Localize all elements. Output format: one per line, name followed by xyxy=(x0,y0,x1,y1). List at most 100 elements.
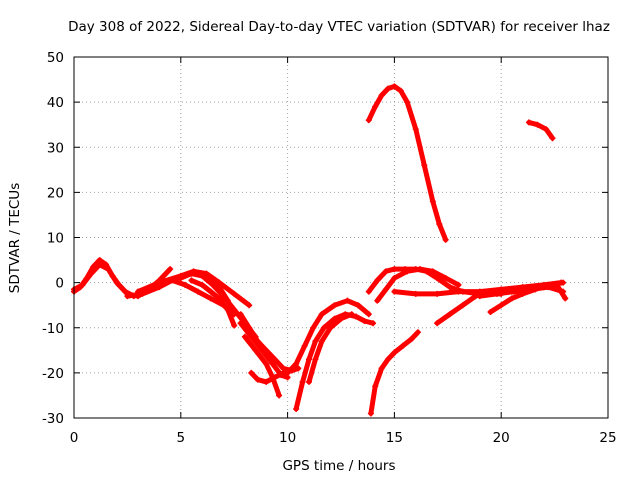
data-point xyxy=(182,281,189,288)
series-line xyxy=(248,370,286,385)
series-line xyxy=(71,262,137,299)
data-point xyxy=(391,266,398,273)
data-point xyxy=(258,347,265,354)
data-point xyxy=(442,275,449,282)
data-point xyxy=(312,338,319,345)
data-point xyxy=(487,308,494,315)
data-point xyxy=(372,383,379,390)
data-point xyxy=(397,87,404,94)
data-point xyxy=(391,83,398,90)
x-tick-label: 15 xyxy=(386,430,403,446)
data-point xyxy=(404,99,411,106)
series-line xyxy=(366,83,449,243)
data-point xyxy=(301,342,308,349)
data-point xyxy=(493,290,500,297)
data-point xyxy=(417,266,424,273)
data-point xyxy=(188,277,195,284)
data-point xyxy=(167,266,174,273)
data-point xyxy=(370,320,377,327)
data-point xyxy=(209,281,216,288)
data-point xyxy=(331,315,338,322)
x-axis-label: GPS time / hours xyxy=(282,458,395,474)
data-point xyxy=(525,119,532,126)
data-point xyxy=(391,349,398,356)
data-point xyxy=(295,365,302,372)
data-point xyxy=(543,126,550,133)
data-series xyxy=(71,83,569,417)
data-point xyxy=(434,290,441,297)
data-point xyxy=(276,392,283,399)
data-point xyxy=(384,356,391,363)
data-point xyxy=(237,320,244,327)
data-point xyxy=(446,311,453,318)
data-point xyxy=(271,374,278,381)
data-point xyxy=(553,281,560,288)
series-arc-dip-4 xyxy=(248,369,287,385)
data-point xyxy=(367,410,374,417)
data-point xyxy=(194,288,201,295)
series-arc-lower xyxy=(367,329,421,417)
data-point xyxy=(374,297,381,304)
data-point xyxy=(498,302,505,309)
y-tick-label: 40 xyxy=(47,95,64,111)
series-line xyxy=(368,329,421,416)
data-point xyxy=(241,333,248,340)
series-line xyxy=(306,311,355,385)
series-line xyxy=(526,119,555,141)
data-point xyxy=(231,322,238,329)
data-point xyxy=(446,284,453,291)
data-point xyxy=(549,135,556,142)
data-point xyxy=(310,324,317,331)
data-point xyxy=(135,288,142,295)
data-point xyxy=(391,275,398,282)
x-tick-label: 5 xyxy=(177,430,186,446)
data-point xyxy=(105,266,112,273)
data-point xyxy=(412,126,419,133)
data-point xyxy=(562,295,569,302)
data-point xyxy=(216,295,223,302)
data-point xyxy=(382,268,389,275)
data-point xyxy=(352,313,359,320)
data-point xyxy=(224,306,231,313)
data-point xyxy=(299,378,306,385)
series-arc-rise-3 xyxy=(305,311,355,385)
x-tick-label: 0 xyxy=(70,430,79,446)
data-point xyxy=(207,288,214,295)
y-tick-label: -10 xyxy=(42,321,64,337)
data-point xyxy=(263,360,270,367)
data-point xyxy=(269,360,276,367)
data-point xyxy=(434,320,441,327)
series-arc-upper xyxy=(365,83,449,243)
chart-title: Day 308 of 2022, Sidereal Day-to-day VTE… xyxy=(68,19,610,35)
data-point xyxy=(327,324,334,331)
data-point xyxy=(169,277,176,284)
series-arc-early-7 xyxy=(188,277,238,329)
data-point xyxy=(429,268,436,275)
data-point xyxy=(523,286,530,293)
data-point xyxy=(318,311,325,318)
data-point xyxy=(305,378,312,385)
data-point xyxy=(455,281,462,288)
data-point xyxy=(156,279,163,286)
y-tick-label: 10 xyxy=(47,231,64,247)
data-point xyxy=(429,198,436,205)
data-point xyxy=(404,268,411,275)
series-arc-late-7 xyxy=(508,281,569,302)
data-point xyxy=(372,103,379,110)
series-arc-late-2 xyxy=(374,266,462,304)
data-point xyxy=(122,288,129,295)
data-point xyxy=(177,275,184,282)
data-point xyxy=(318,338,325,345)
series-line xyxy=(285,298,372,376)
data-point xyxy=(293,360,300,367)
data-point xyxy=(188,270,195,277)
data-point xyxy=(374,277,381,284)
data-point xyxy=(455,288,462,295)
data-point xyxy=(391,288,398,295)
data-point xyxy=(246,302,253,309)
x-tick-label: 25 xyxy=(599,430,616,446)
y-tick-label: 50 xyxy=(47,50,64,66)
data-point xyxy=(361,317,368,324)
data-point xyxy=(442,236,449,243)
